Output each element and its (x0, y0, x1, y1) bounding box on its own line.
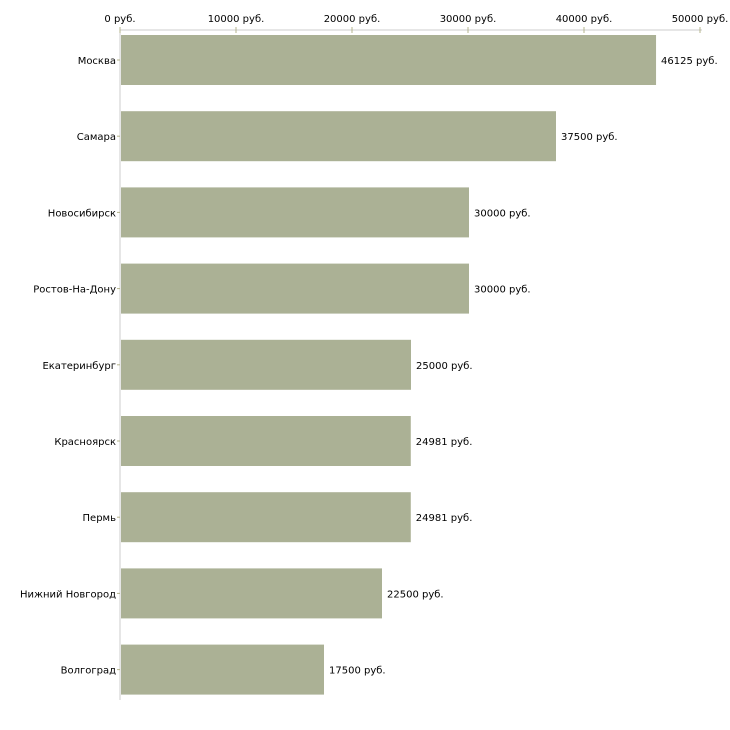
bar (121, 568, 382, 619)
category-label: Екатеринбург (42, 361, 116, 372)
data-label: 24981 руб. (416, 437, 473, 448)
data-label: 30000 руб. (474, 285, 531, 296)
category-label: Самара (77, 132, 116, 143)
bar (121, 492, 411, 543)
bar (121, 416, 411, 466)
data-label: 46125 руб. (661, 56, 718, 67)
data-label: 24981 руб. (416, 513, 473, 524)
x-tick-label: 40000 руб. (556, 14, 613, 25)
category-label: Новосибирск (48, 208, 116, 219)
data-label: 17500 руб. (329, 666, 386, 677)
bar (121, 35, 657, 85)
bar (121, 339, 411, 390)
x-tick-label: 10000 руб. (208, 14, 265, 25)
category-label: Красноярск (54, 437, 116, 448)
x-tick-label: 20000 руб. (324, 14, 381, 25)
bar (121, 263, 469, 314)
bar (121, 644, 324, 695)
category-label: Нижний Новгород (20, 589, 116, 600)
data-label: 25000 руб. (416, 361, 473, 372)
x-tick-label: 0 руб. (104, 14, 135, 25)
data-label: 37500 руб. (561, 132, 618, 143)
x-tick-label: 30000 руб. (440, 14, 497, 25)
category-label: Ростов-На-Дону (33, 285, 116, 296)
category-label: Волгоград (61, 666, 116, 677)
data-label: 30000 руб. (474, 208, 531, 219)
category-label: Пермь (83, 513, 117, 524)
bar (121, 187, 469, 238)
category-label: Москва (78, 56, 116, 67)
bar (121, 111, 556, 162)
x-tick-label: 50000 руб. (672, 14, 729, 25)
data-label: 22500 руб. (387, 589, 444, 600)
